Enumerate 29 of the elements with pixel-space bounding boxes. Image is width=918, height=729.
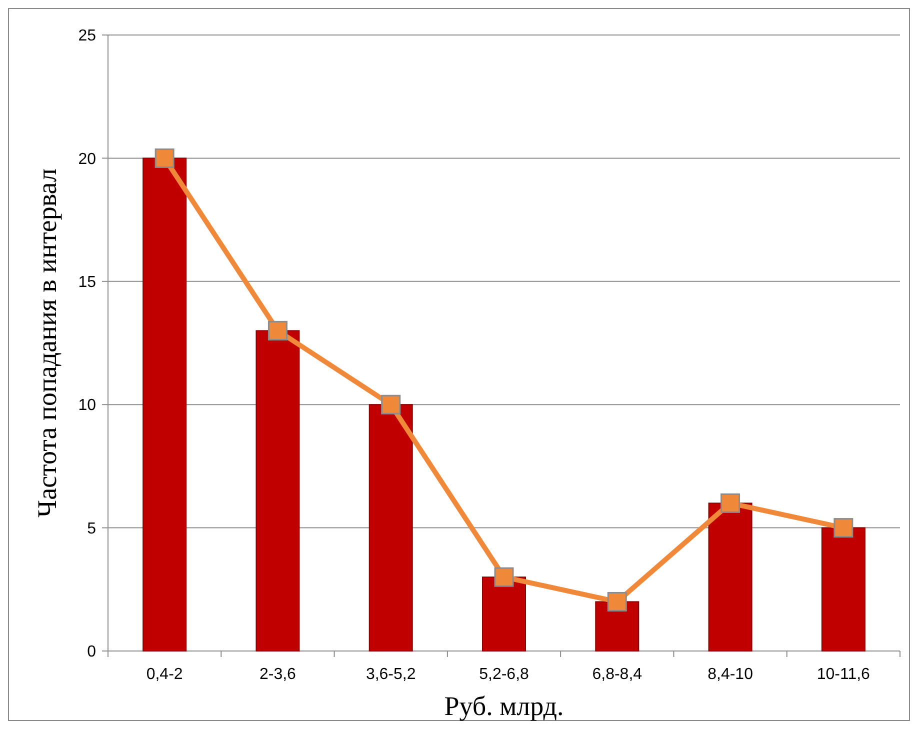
x-tick-label: 0,4-2 [146,666,183,683]
y-tick-label: 5 [87,520,96,538]
point [381,394,401,414]
point [834,518,854,538]
x-tick-label: 3,6-5,2 [366,666,416,683]
point [720,493,740,513]
y-tick-label: 20 [78,150,96,168]
x-tick-label: 2-3,6 [259,666,296,683]
y-tick-label: 0 [87,644,96,661]
x-tick-label: 6,8-8,4 [592,666,642,683]
x-tick-label: 5,2-6,8 [479,666,530,683]
y-tick-label: 25 [78,28,96,45]
bar [142,158,187,652]
y-tick-label: 10 [78,397,96,414]
y-tick-label: 15 [78,274,96,291]
point [154,148,174,168]
point [268,320,288,340]
point [607,592,627,612]
y-axis-title: Частота попадания в интервал [32,168,62,518]
bar [821,527,866,652]
x-tick-label: 8,4-10 [708,666,754,683]
x-tick-label: 10-11,6 [816,666,870,683]
x-axis-title: Руб. млрд. [444,691,564,721]
bar [256,330,300,652]
bar [482,576,526,652]
bar [368,404,413,652]
point [494,567,514,587]
bar [595,601,640,652]
bar [708,502,752,652]
